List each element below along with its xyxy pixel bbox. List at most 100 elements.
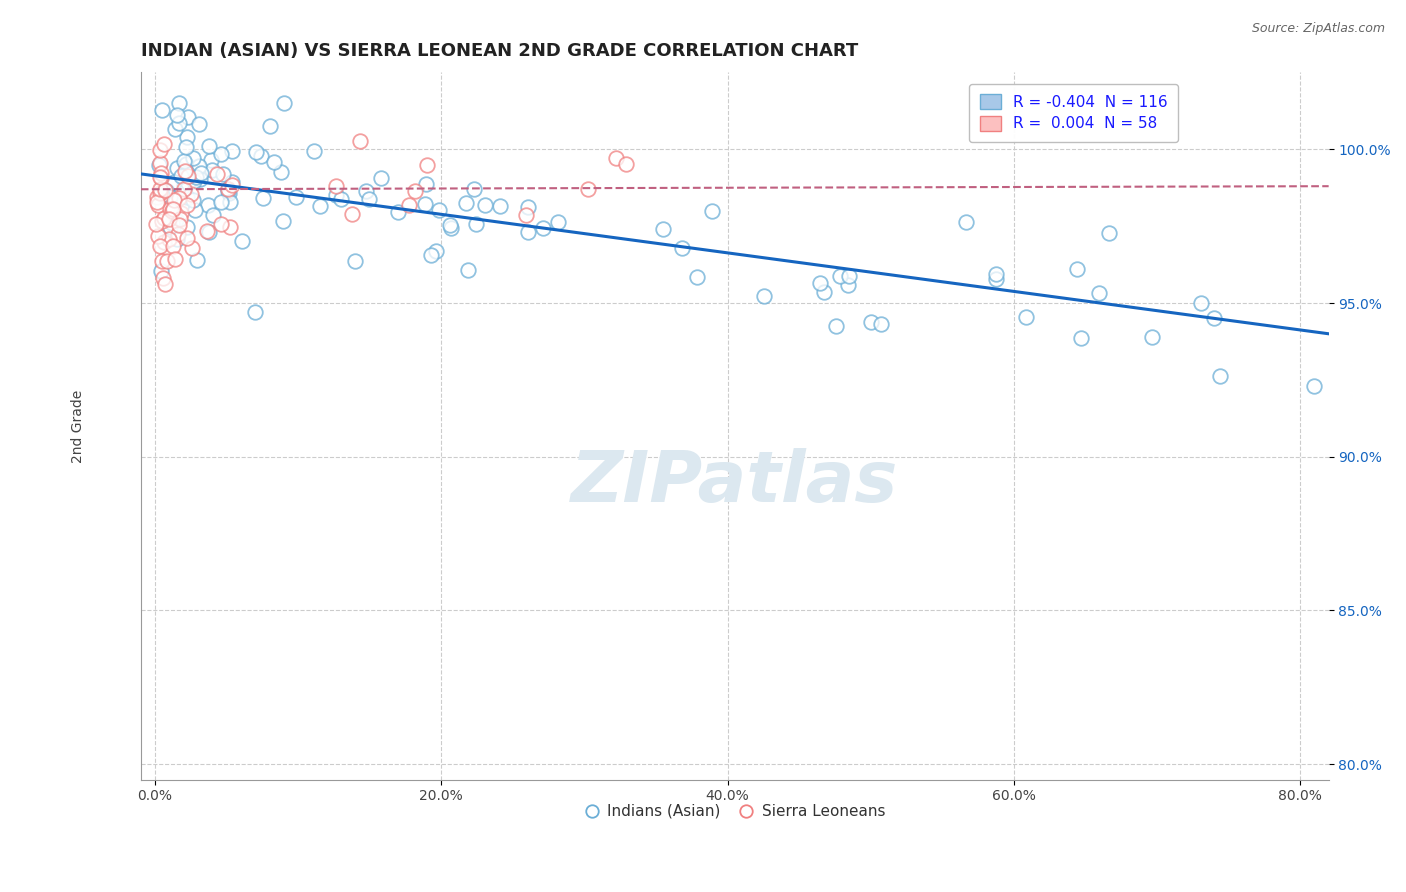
Point (198, 139, 221, 153)
Point (169, 206, 191, 220)
Point (340, 207, 363, 221)
Point (218, 182, 240, 196)
Point (427, 202, 450, 217)
Point (1098, 226, 1121, 240)
Point (176, 231, 198, 245)
Point (170, 169, 193, 184)
Point (156, 253, 179, 268)
Point (152, 188, 174, 202)
Point (160, 204, 183, 219)
Point (188, 172, 211, 186)
Point (187, 159, 209, 173)
Point (163, 193, 186, 207)
Point (404, 184, 426, 198)
Point (181, 193, 204, 207)
Point (166, 107, 188, 121)
Point (184, 169, 207, 184)
Point (173, 153, 195, 168)
Point (149, 238, 172, 252)
Point (325, 178, 347, 193)
Point (1070, 330, 1092, 344)
Point (163, 252, 186, 267)
Point (343, 253, 366, 268)
Point (162, 238, 184, 252)
Point (156, 185, 179, 199)
Point (146, 190, 169, 204)
Point (245, 145, 267, 160)
Point (209, 147, 232, 161)
Point (212, 167, 235, 181)
Point (1066, 262, 1088, 277)
Point (174, 157, 197, 171)
Point (152, 211, 174, 225)
Point (160, 216, 183, 230)
Point (201, 208, 224, 222)
Point (162, 202, 184, 216)
Point (157, 212, 180, 227)
Point (176, 197, 198, 211)
Point (420, 248, 443, 262)
Point (859, 316, 882, 330)
Text: ZIPatlas: ZIPatlas (571, 448, 898, 517)
Point (173, 164, 195, 178)
Point (157, 232, 180, 246)
Point (440, 221, 463, 235)
Point (217, 182, 239, 196)
Point (349, 134, 371, 148)
Point (153, 136, 176, 151)
Text: Source: ZipAtlas.com: Source: ZipAtlas.com (1251, 22, 1385, 36)
Point (218, 186, 240, 200)
Point (146, 194, 169, 209)
Point (169, 212, 191, 227)
Point (439, 218, 461, 232)
Point (474, 197, 496, 211)
Point (187, 116, 209, 130)
Point (180, 187, 202, 202)
Point (167, 218, 190, 232)
Point (1204, 310, 1226, 325)
Point (221, 144, 243, 158)
Point (197, 198, 219, 212)
Point (838, 268, 860, 283)
Point (605, 152, 627, 166)
Point (176, 165, 198, 179)
Point (576, 182, 599, 196)
Point (413, 197, 436, 211)
Point (325, 188, 347, 202)
Point (1015, 310, 1038, 324)
Point (176, 110, 198, 124)
Point (456, 196, 478, 211)
Point (219, 220, 242, 235)
Point (152, 270, 174, 285)
Point (398, 198, 420, 212)
Point (149, 181, 172, 195)
Point (302, 145, 325, 159)
Point (329, 192, 352, 206)
Text: INDIAN (ASIAN) VS SIERRA LEONEAN 2ND GRADE CORRELATION CHART: INDIAN (ASIAN) VS SIERRA LEONEAN 2ND GRA… (141, 42, 858, 60)
Point (165, 213, 187, 227)
Point (205, 167, 228, 181)
Point (148, 158, 170, 172)
Point (190, 166, 212, 180)
Point (163, 175, 186, 189)
Point (263, 154, 285, 169)
Point (359, 192, 381, 206)
Point (155, 185, 177, 199)
Point (354, 185, 377, 199)
Point (547, 214, 569, 228)
Point (652, 222, 675, 236)
Point (176, 220, 198, 235)
Point (166, 232, 188, 246)
Point (415, 177, 437, 191)
Point (309, 198, 332, 212)
Point (515, 208, 537, 222)
Point (184, 203, 207, 218)
Point (416, 158, 439, 172)
Point (149, 186, 172, 201)
Point (464, 218, 486, 232)
Point (273, 96, 295, 111)
Point (173, 181, 195, 195)
Point (686, 270, 709, 285)
Point (285, 189, 308, 203)
Point (828, 268, 851, 283)
